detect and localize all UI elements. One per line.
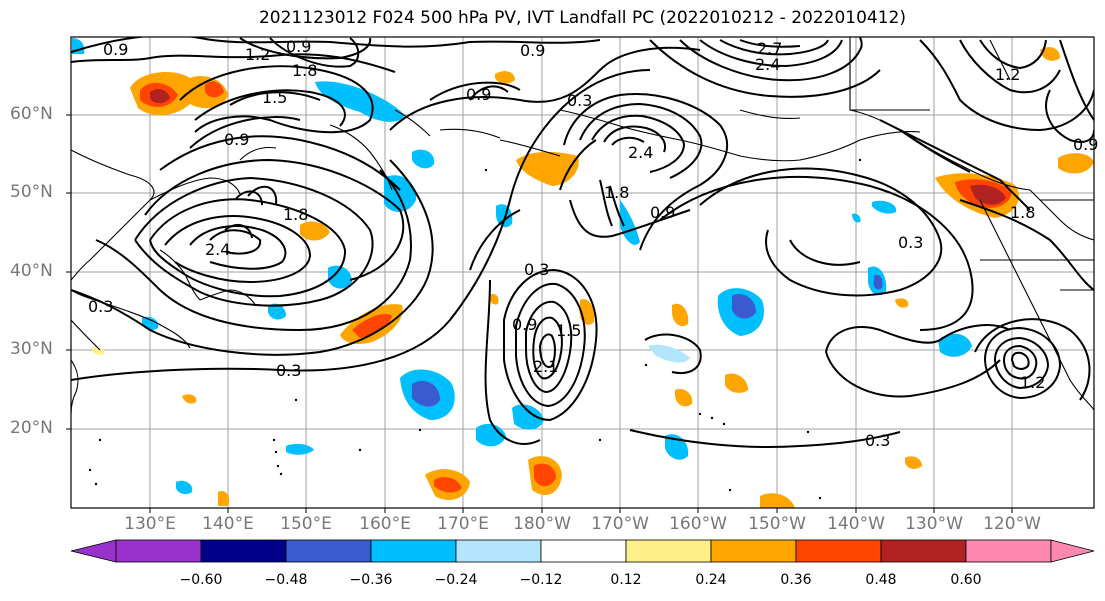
colorbar-segment — [370, 539, 457, 563]
colorbar-tick-label: −0.48 — [264, 572, 308, 588]
axis-ticks — [66, 114, 1013, 513]
colorbar-tick-label: 0.48 — [865, 572, 897, 588]
colorbar-segment — [625, 539, 712, 563]
lon-label: 170°W — [591, 514, 649, 534]
contour-label: 0.9 — [1073, 135, 1098, 154]
contour-label: 0.9 — [286, 37, 311, 56]
pv-contours — [71, 37, 1094, 449]
map-title: 2021123012 F024 500 hPa PV, IVT Landfall… — [258, 8, 906, 28]
contour-label: 0.9 — [224, 130, 249, 149]
contour-label: 1.8 — [1010, 203, 1035, 222]
contour-label: 2.4 — [205, 240, 230, 259]
lon-label: 130°E — [124, 514, 176, 534]
colorbar-segment — [455, 539, 542, 563]
colorbar-segment — [115, 539, 202, 563]
contour-label: 2.1 — [533, 357, 558, 376]
contour-label: 0.3 — [865, 431, 890, 450]
contour-label: 0.3 — [898, 233, 923, 252]
contour-label: 1.8 — [292, 61, 317, 80]
contour-label: 0.3 — [88, 297, 113, 316]
contour-label: 1.5 — [556, 321, 581, 340]
graticule — [71, 37, 1094, 508]
lon-label: 160°E — [359, 514, 411, 534]
colorbar-tick-label: −0.36 — [349, 572, 393, 588]
colorbar-tick-label: −0.60 — [179, 572, 223, 588]
contour-label: 0.3 — [524, 260, 549, 279]
coastlines — [71, 37, 1094, 415]
contour-label: 2.7 — [757, 39, 782, 58]
contour-label: 1.8 — [283, 205, 308, 224]
colorbar-tick-label: −0.24 — [434, 572, 478, 588]
lon-label: 120°W — [983, 514, 1041, 534]
lat-label: 50°N — [10, 182, 53, 202]
contour-label: 1.8 — [604, 183, 629, 202]
colorbar-tick-label: 0.60 — [950, 572, 982, 588]
lat-label: 30°N — [10, 339, 53, 359]
contour-label: 2.4 — [755, 55, 780, 74]
lat-label: 40°N — [10, 261, 53, 281]
lon-label: 140°E — [202, 514, 254, 534]
contour-label: 0.9 — [466, 85, 491, 104]
contour-label: 0.9 — [650, 203, 675, 222]
colorbar-segment — [200, 539, 287, 563]
contour-labels: 0.9 1.2 0.9 1.8 0.9 0.9 0.3 2.7 2.4 1.5 … — [88, 37, 1098, 450]
lon-label: 170°E — [437, 514, 489, 534]
contour-label: 1.2 — [995, 65, 1020, 84]
colorbar-segment — [880, 539, 967, 563]
lon-label: 150°E — [280, 514, 332, 534]
lon-label: 130°W — [905, 514, 963, 534]
island-dots — [88, 158, 862, 500]
colorbar-tick-label: −0.12 — [519, 572, 563, 588]
lon-label: 140°W — [827, 514, 885, 534]
colorbar-segment — [1050, 539, 1095, 563]
colorbar — [70, 539, 1095, 563]
contour-label: 1.2 — [245, 45, 270, 64]
negative-ivt-shading — [72, 38, 972, 495]
colorbar-segment — [70, 539, 117, 563]
colorbar-segment — [540, 539, 627, 563]
contour-label: 0.9 — [520, 41, 545, 60]
lon-label: 150°W — [748, 514, 806, 534]
positive-ivt-shading — [92, 47, 1094, 508]
contour-label: 0.9 — [103, 40, 128, 59]
colorbar-tick-label: 0.12 — [610, 572, 642, 588]
colorbar-segment — [710, 539, 797, 563]
lon-label: 160°W — [669, 514, 727, 534]
contour-label: 2.4 — [628, 143, 653, 162]
colorbar-tick-label: 0.36 — [780, 572, 812, 588]
lon-label: 180°W — [513, 514, 571, 534]
contour-label: 1.5 — [262, 88, 287, 107]
contour-label: 0.3 — [567, 91, 592, 110]
contour-label: 1.2 — [1020, 373, 1045, 392]
contour-label: 0.9 — [512, 315, 537, 334]
lat-label: 20°N — [10, 418, 53, 438]
contour-label: 0.3 — [276, 361, 301, 380]
colorbar-tick-label: 0.24 — [695, 572, 727, 588]
lat-label: 60°N — [10, 104, 53, 124]
colorbar-segment — [965, 539, 1052, 563]
colorbar-segment — [795, 539, 882, 563]
colorbar-segment — [285, 539, 372, 563]
